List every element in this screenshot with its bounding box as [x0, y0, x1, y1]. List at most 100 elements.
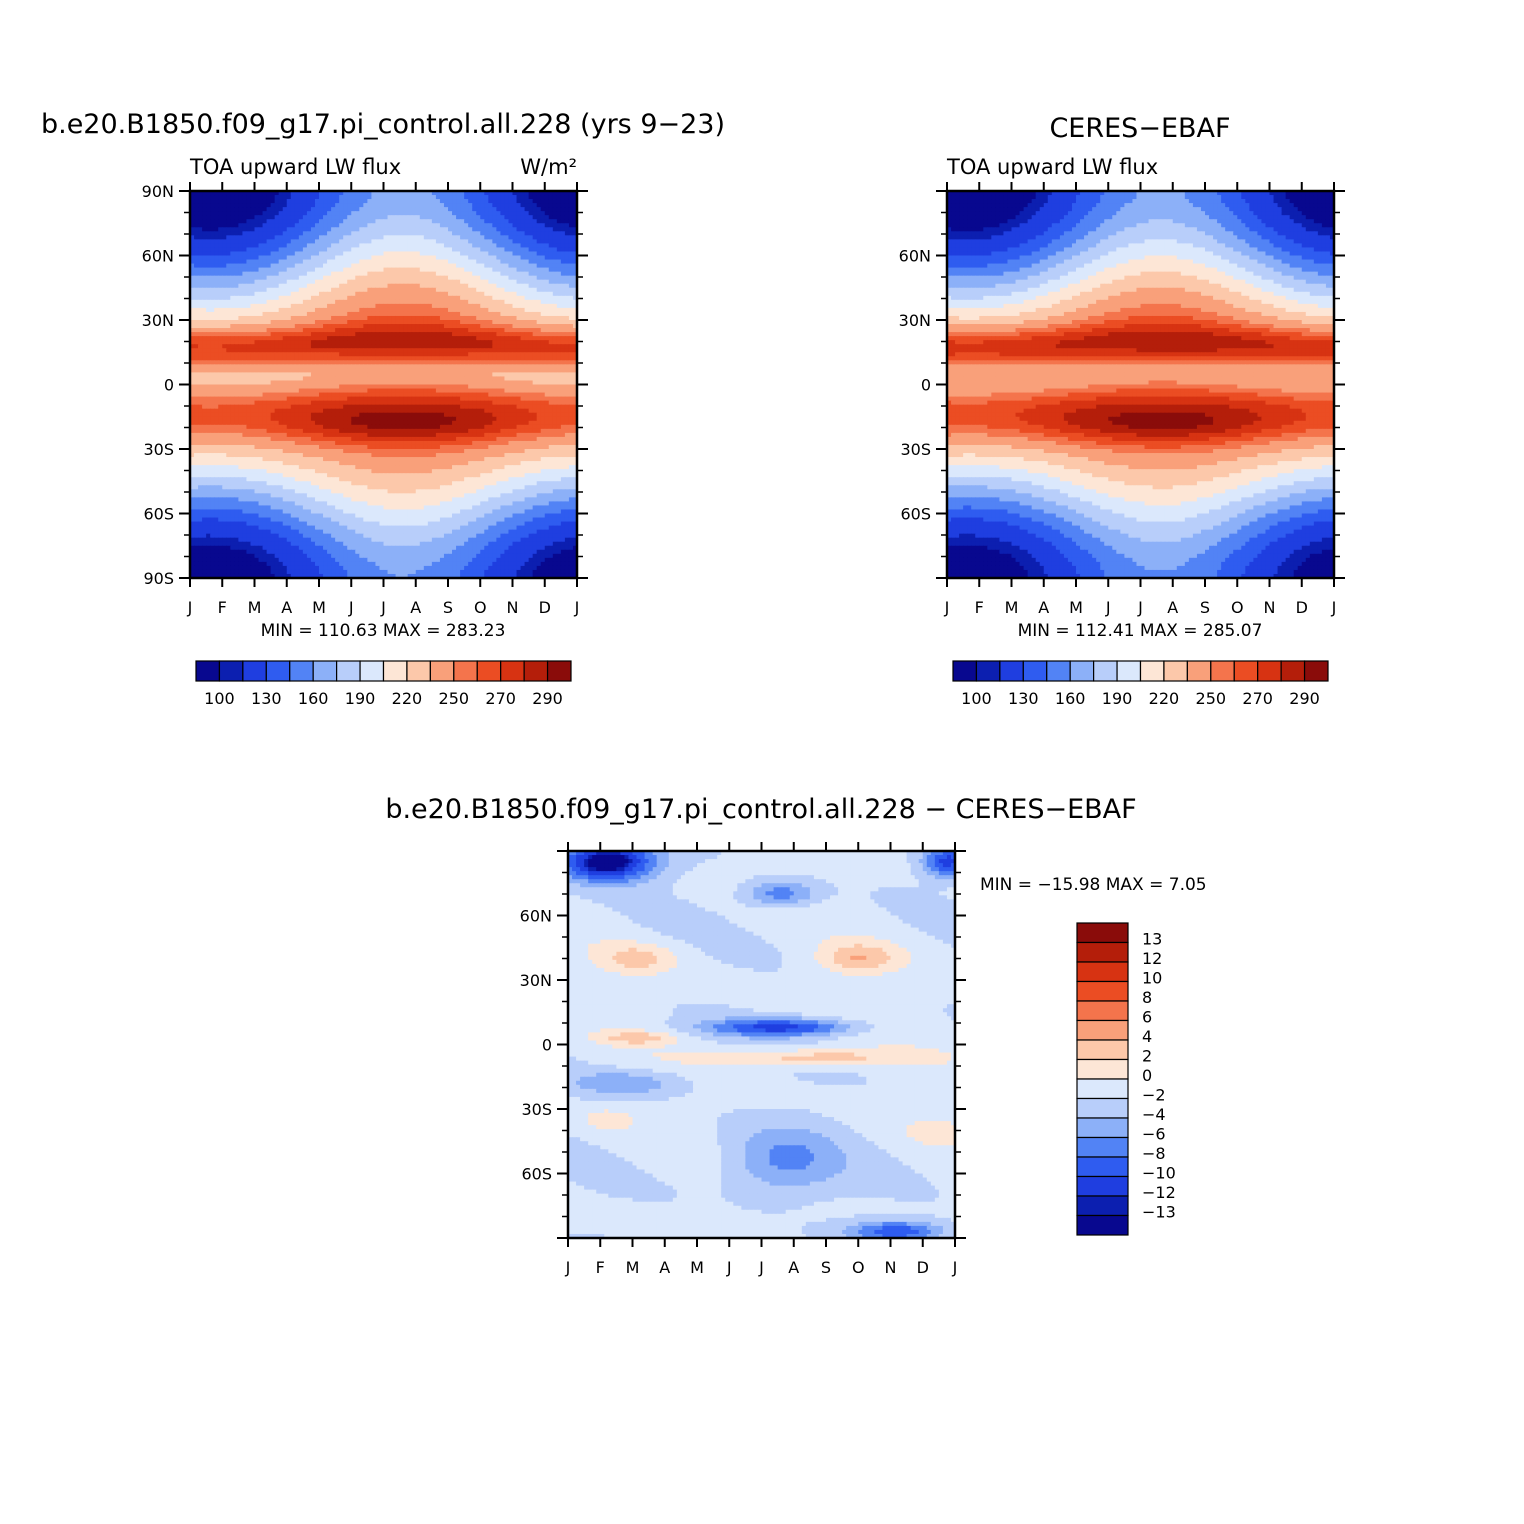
field-cell: [310, 328, 316, 333]
field-cell: [290, 376, 296, 382]
field-cell: [435, 231, 441, 236]
field-cell: [242, 223, 248, 228]
field-cell: [246, 388, 252, 394]
field-cell: [403, 263, 409, 269]
field-cell: [439, 243, 445, 249]
field-cell: [282, 295, 288, 301]
field-cell: [532, 191, 538, 196]
field-cell: [484, 235, 489, 240]
field-cell: [246, 332, 252, 337]
field-cell: [375, 227, 381, 232]
field-cell: [367, 211, 373, 216]
field-cell: [564, 372, 570, 378]
field-cell: [319, 275, 324, 281]
field-cell: [363, 291, 368, 297]
field-cell: [323, 376, 328, 382]
field-cell: [282, 223, 288, 228]
field-cell: [395, 279, 401, 285]
field-cell: [323, 360, 328, 365]
field-cell: [314, 267, 320, 273]
field-cell: [544, 203, 550, 208]
field-cell: [282, 332, 288, 337]
field-cell: [234, 396, 239, 402]
field-cell: [367, 340, 373, 345]
field-cell: [520, 215, 526, 220]
field-cell: [456, 215, 461, 220]
field-cell: [206, 231, 211, 236]
field-cell: [407, 207, 413, 212]
field-cell: [468, 271, 473, 277]
field-cell: [230, 384, 235, 390]
field-cell: [351, 303, 356, 309]
field-cell: [347, 191, 352, 196]
field-cell: [456, 360, 461, 365]
field-cell: [206, 372, 211, 378]
field-cell: [540, 275, 546, 281]
field-cell: [335, 356, 340, 361]
field-cell: [520, 259, 526, 265]
field-cell: [194, 311, 199, 317]
field-cell: [359, 279, 364, 285]
field-cell: [464, 231, 469, 236]
field-cell: [331, 199, 336, 204]
field-cell: [234, 275, 239, 281]
field-cell: [266, 231, 272, 236]
field-cell: [375, 279, 381, 285]
field-cell: [564, 195, 570, 200]
field-cell: [298, 332, 304, 337]
field-cell: [452, 191, 457, 196]
field-cell: [431, 267, 437, 273]
field-cell: [552, 263, 558, 269]
field-cell: [532, 376, 538, 382]
field-cell: [476, 279, 481, 285]
field-cell: [423, 195, 429, 200]
field-cell: [560, 255, 566, 261]
field-cell: [512, 324, 518, 329]
field-cell: [568, 344, 574, 349]
field-cell: [452, 332, 457, 337]
field-cell: [391, 324, 397, 329]
field-cell: [210, 368, 215, 374]
field-cell: [492, 352, 497, 357]
field-cell: [278, 336, 284, 341]
field-cell: [314, 360, 320, 365]
field-cell: [395, 283, 401, 289]
field-cell: [347, 223, 352, 228]
field-cell: [230, 207, 235, 212]
field-cell: [258, 295, 264, 301]
field-cell: [355, 207, 360, 212]
field-cell: [375, 380, 381, 386]
field-cell: [536, 263, 542, 269]
field-cell: [294, 215, 300, 220]
field-cell: [452, 211, 457, 216]
field-cell: [456, 368, 461, 374]
field-cell: [210, 376, 215, 382]
field-cell: [254, 380, 260, 386]
field-cell: [347, 251, 352, 257]
field-cell: [319, 199, 324, 204]
field-cell: [472, 259, 477, 265]
field-cell: [536, 215, 542, 220]
field-cell: [536, 251, 542, 257]
field-cell: [512, 388, 518, 394]
field-cell: [448, 251, 453, 257]
field-cell: [306, 295, 312, 301]
field-cell: [286, 243, 292, 249]
field-cell: [294, 263, 300, 269]
field-cell: [242, 324, 248, 329]
field-cell: [359, 207, 364, 212]
field-cell: [347, 291, 352, 297]
field-cell: [423, 243, 429, 249]
field-cell: [492, 267, 497, 273]
field-cell: [435, 223, 441, 228]
field-cell: [452, 328, 457, 333]
field-cell: [500, 324, 506, 329]
field-cell: [359, 336, 364, 341]
field-cell: [206, 384, 211, 390]
field-cell: [266, 340, 272, 345]
field-cell: [532, 368, 538, 374]
field-cell: [560, 307, 566, 313]
field-cell: [274, 320, 280, 325]
field-cell: [218, 203, 223, 208]
field-cell: [262, 295, 268, 301]
